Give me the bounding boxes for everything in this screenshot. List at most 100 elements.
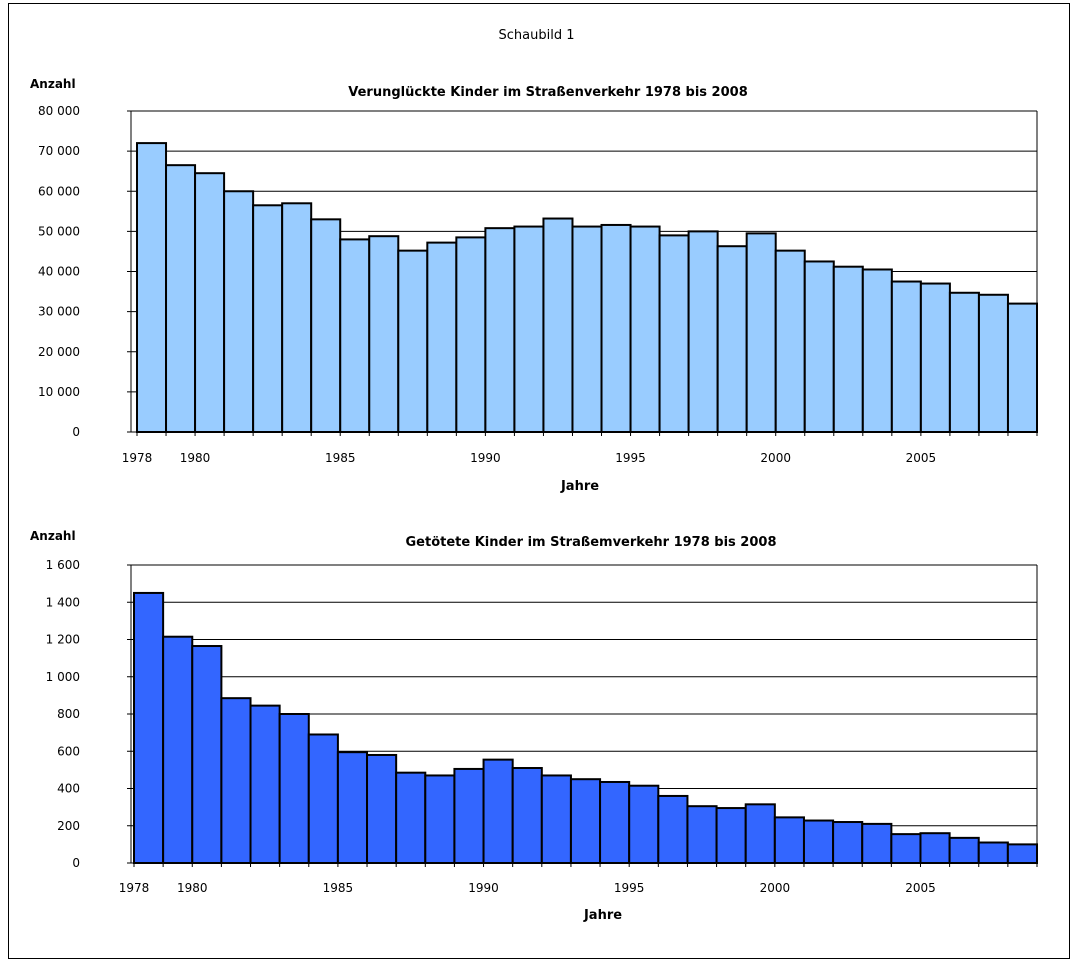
chart-1-x-tick-label: 2005 xyxy=(905,881,936,895)
chart-0-x-tick-label: 1980 xyxy=(180,451,211,465)
chart-0-title: Verunglückte Kinder im Straßenverkehr 19… xyxy=(348,85,748,100)
chart-0-bar-1983 xyxy=(281,202,313,433)
chart-1-bar-1986 xyxy=(366,753,398,864)
chart-1-bar-1991 xyxy=(511,767,543,865)
chart-0-bar-1998 xyxy=(716,245,748,433)
chart-0-x-tick-label: 2000 xyxy=(760,451,791,465)
chart-killed-children: Anzahl Getötete Kinder im Straßemverkehr… xyxy=(30,529,1038,923)
chart-1-bar-2005 xyxy=(919,832,951,865)
chart-0-bar-2004 xyxy=(890,280,922,433)
chart-0-bar-1991 xyxy=(513,225,545,433)
chart-1-bar-1984 xyxy=(307,733,339,864)
chart-1-x-tick-labels: 1978 1980 1985 1990 1995 2000 2005 xyxy=(119,881,936,895)
chart-0-bar-1981 xyxy=(223,190,255,433)
chart-1-x-tick-label: 1985 xyxy=(323,881,354,895)
chart-0-bar-2008 xyxy=(1006,302,1038,433)
chart-1-bar-2004 xyxy=(890,833,922,865)
chart-1-y-tick-labels: 0 200 400 600 800 1 000 1 200 1 400 1 600 xyxy=(46,558,80,870)
chart-1-bar-1982 xyxy=(249,704,281,864)
chart-1-y-tick-label: 1 000 xyxy=(46,670,80,684)
chart-0-bar-1993 xyxy=(571,225,603,433)
chart-injured-children: Anzahl Verunglückte Kinder im Straßenver… xyxy=(30,77,1038,494)
chart-1-bar-2002 xyxy=(832,821,864,865)
chart-0-bar-1995 xyxy=(629,225,661,433)
chart-0-bar-1996 xyxy=(658,234,690,433)
chart-1-y-tick-label: 200 xyxy=(57,819,80,833)
chart-0-bar-1985 xyxy=(339,238,371,433)
chart-1-y-tick-label: 1 200 xyxy=(46,633,80,647)
chart-1-bar-1995 xyxy=(628,784,660,865)
chart-0-y-tick-label: 50 000 xyxy=(38,224,80,238)
chart-0-x-axis-title: Jahre xyxy=(560,479,599,494)
chart-1-bar-1996 xyxy=(657,794,689,865)
chart-1-y-tick-label: 800 xyxy=(57,707,80,721)
chart-1-bar-1994 xyxy=(599,780,631,864)
chart-1-title: Getötete Kinder im Straßemverkehr 1978 b… xyxy=(406,535,777,550)
chart-1-bar-1989 xyxy=(453,767,485,864)
chart-1-bar-1998 xyxy=(715,807,747,864)
chart-1-bar-1999 xyxy=(744,803,776,865)
chart-0-y-tick-label: 0 xyxy=(72,425,80,439)
chart-1-bar-1981 xyxy=(220,697,252,864)
chart-1-y-tick-label: 600 xyxy=(57,744,80,758)
chart-1-x-tick-label: 2000 xyxy=(760,881,791,895)
chart-0-bar-1999 xyxy=(745,232,777,433)
chart-0-bars xyxy=(136,142,1038,434)
chart-1-x-tick-label: 1978 xyxy=(119,881,150,895)
chart-1-bar-1993 xyxy=(569,778,602,864)
chart-0-bar-2003 xyxy=(861,268,893,433)
chart-0-bar-1992 xyxy=(542,217,574,433)
chart-0-bar-1987 xyxy=(397,249,429,433)
chart-0-bar-1997 xyxy=(687,230,719,434)
chart-1-x-tick-label: 1980 xyxy=(177,881,208,895)
chart-0-y-tick-label: 10 000 xyxy=(38,385,80,399)
chart-0-bar-1994 xyxy=(600,223,632,433)
chart-0-y-tick-label: 40 000 xyxy=(38,265,80,279)
chart-1-bar-2003 xyxy=(861,822,893,865)
chart-1-bar-2007 xyxy=(977,841,1009,865)
chart-1-x-tick-label: 1990 xyxy=(468,881,499,895)
chart-0-bar-1986 xyxy=(368,235,400,433)
chart-0-bar-1989 xyxy=(455,236,487,433)
chart-0-bar-2005 xyxy=(919,282,951,434)
chart-1-bar-2006 xyxy=(948,836,980,864)
chart-1-bar-2000 xyxy=(773,816,805,864)
chart-1-bar-1979 xyxy=(162,635,194,865)
chart-1-bar-1987 xyxy=(395,771,427,864)
chart-1-bar-1990 xyxy=(482,758,514,865)
chart-0-x-tick-label: 1995 xyxy=(615,451,646,465)
chart-1-y-tick-label: 400 xyxy=(57,782,80,796)
chart-1-bar-1988 xyxy=(424,774,456,865)
chart-0-bar-2000 xyxy=(774,249,806,433)
chart-0-bar-1979 xyxy=(165,164,197,433)
chart-0-unit-label: Anzahl xyxy=(30,77,76,91)
chart-0-x-tick-label: 2005 xyxy=(906,451,937,465)
chart-0-axes xyxy=(127,110,1038,436)
chart-0-x-tick-label: 1985 xyxy=(325,451,356,465)
chart-1-bar-1978 xyxy=(133,591,165,864)
chart-0-y-tick-label: 30 000 xyxy=(38,305,80,319)
chart-0-x-tick-label: 1978 xyxy=(122,451,153,465)
chart-0-y-tick-label: 60 000 xyxy=(38,184,80,198)
chart-1-x-axis-title: Jahre xyxy=(583,908,622,923)
chart-1-bar-1992 xyxy=(540,774,572,865)
chart-0-bar-2007 xyxy=(977,293,1009,433)
chart-1-y-tick-label: 0 xyxy=(72,856,80,870)
chart-1-bar-1980 xyxy=(191,645,223,865)
chart-1-bar-2001 xyxy=(802,819,835,865)
chart-0-bar-2001 xyxy=(803,260,835,433)
chart-0-bar-1982 xyxy=(252,204,284,433)
chart-0-bar-1990 xyxy=(484,227,516,433)
chart-1-bar-1985 xyxy=(336,751,369,864)
chart-0-bar-1978 xyxy=(136,142,168,433)
chart-0-y-tick-label: 80 000 xyxy=(38,104,80,118)
chart-1-y-tick-label: 1 600 xyxy=(46,558,80,572)
chart-0-y-tick-label: 70 000 xyxy=(38,144,80,158)
chart-1-axes xyxy=(127,564,1038,867)
chart-0-bar-2002 xyxy=(832,265,864,433)
figure-label: Schaubild 1 xyxy=(498,28,575,43)
chart-0-y-tick-label: 20 000 xyxy=(38,345,80,359)
chart-0-x-tick-labels: 1978 1980 1985 1990 1995 2000 2005 xyxy=(122,451,936,465)
chart-1-x-tick-label: 1995 xyxy=(614,881,645,895)
